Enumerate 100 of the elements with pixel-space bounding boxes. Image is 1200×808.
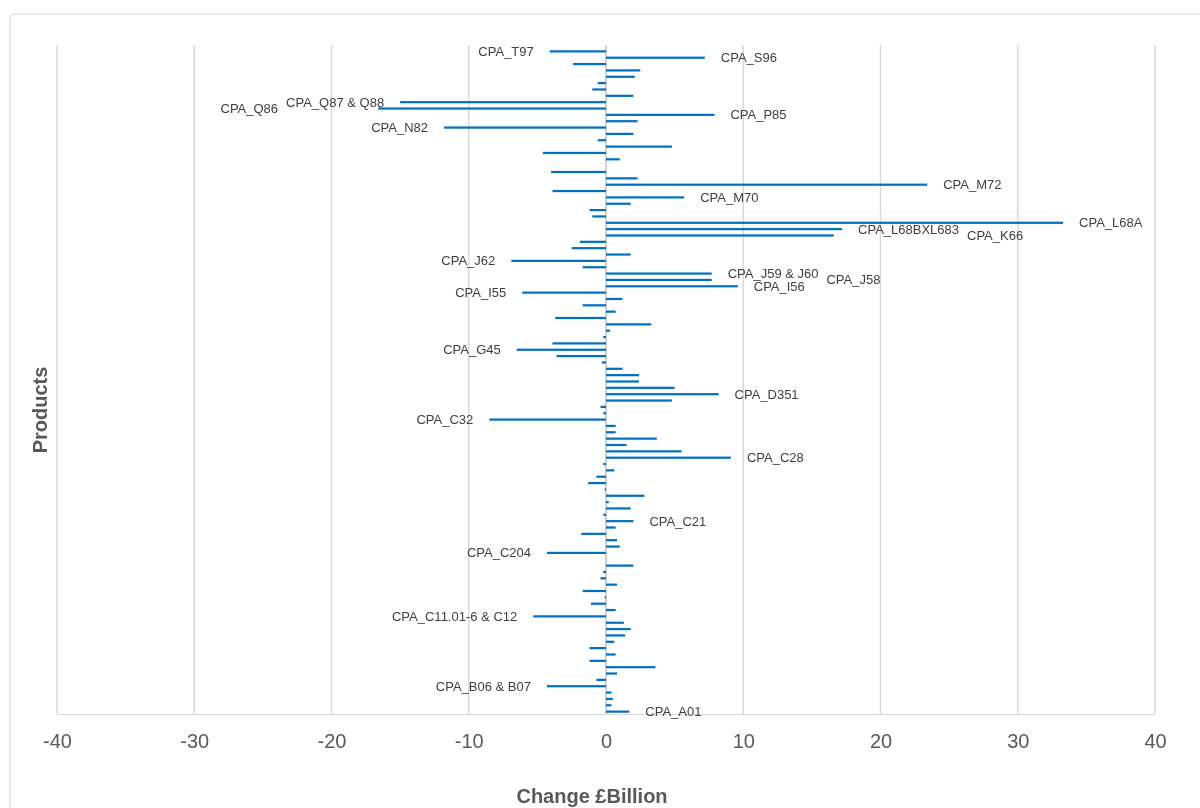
y-tick-label: CPA_L68A	[1079, 215, 1143, 231]
bar	[546, 685, 606, 688]
x-tick-label: -40	[43, 730, 72, 753]
x-tick-label: 40	[1144, 730, 1167, 753]
bar	[596, 475, 606, 478]
bar	[511, 259, 606, 262]
bar	[606, 443, 627, 447]
bar	[606, 120, 638, 123]
y-tick-label: CPA_D351	[734, 386, 799, 402]
y-tick-label: CPA_C32	[416, 412, 474, 428]
bar	[603, 462, 606, 466]
x-tick-label: -10	[454, 730, 484, 753]
y-tick-label: CPA_N82	[371, 120, 429, 136]
bar	[606, 202, 631, 205]
x-tick-label: -20	[317, 730, 347, 753]
bar	[606, 621, 624, 624]
bar	[606, 278, 712, 282]
bar	[606, 75, 635, 78]
bar	[592, 88, 606, 91]
bar	[606, 399, 672, 402]
bar	[489, 418, 606, 421]
y-tick-label: CPA_S96	[720, 50, 777, 66]
y-tick-label: CPA_G45	[443, 342, 501, 358]
bar	[606, 526, 616, 529]
bar	[606, 374, 639, 377]
x-tick-label: -30	[180, 730, 210, 753]
bar	[606, 196, 685, 199]
bar	[606, 627, 631, 631]
bar	[606, 253, 631, 256]
bar	[606, 393, 719, 396]
y-axis-title: Products	[29, 366, 51, 454]
bar	[588, 481, 606, 485]
bar	[606, 634, 626, 637]
y-tick-label: CPA_C11.01-6 & C12	[391, 608, 518, 624]
bar	[606, 145, 672, 148]
bar	[555, 316, 606, 320]
bar	[606, 697, 613, 701]
bar	[444, 126, 606, 129]
bar	[603, 412, 606, 415]
bar	[606, 672, 617, 675]
bar	[606, 583, 617, 586]
y-tick-label: CPA_M72	[943, 177, 1002, 193]
bar	[606, 386, 675, 389]
y-tick-label: CPA_M70	[700, 189, 759, 205]
bar	[606, 380, 639, 383]
bar	[603, 570, 606, 574]
bar	[552, 342, 606, 345]
bar	[546, 551, 606, 555]
bar	[606, 272, 712, 275]
bar	[606, 545, 620, 548]
bar	[606, 431, 616, 434]
bar	[606, 564, 634, 567]
y-tick-label: CPA_A01	[645, 704, 702, 720]
bar	[606, 69, 641, 72]
bar	[551, 170, 606, 174]
bar	[606, 228, 843, 231]
y-tick-label: CPA_P85	[730, 107, 787, 123]
bar	[581, 532, 606, 535]
bar	[606, 158, 620, 161]
y-tick-label: CPA_C21	[649, 513, 707, 529]
bar	[603, 335, 606, 339]
bar	[606, 177, 638, 180]
y-tick-label: CPA_C28	[746, 450, 804, 466]
bar	[542, 151, 606, 155]
bar	[606, 424, 616, 428]
bar	[579, 240, 606, 243]
bar	[516, 348, 606, 351]
bar	[573, 62, 606, 66]
bar	[552, 189, 606, 193]
bar	[606, 608, 616, 612]
bar	[522, 291, 606, 294]
x-tick-label: 0	[600, 730, 613, 753]
bar	[606, 501, 609, 504]
y-tick-label: CPA_Q86	[220, 101, 279, 117]
bar	[606, 539, 617, 542]
bar	[606, 183, 928, 186]
bar	[533, 615, 606, 618]
bar	[606, 437, 657, 440]
bar	[606, 507, 631, 510]
x-tick-label: 10	[732, 730, 755, 753]
y-tick-label: CPA_C204	[466, 545, 531, 561]
x-tick-label: 20	[869, 730, 893, 753]
bar	[606, 456, 731, 459]
x-axis-title: Change £Billion	[516, 785, 668, 807]
y-tick-label: CPA_J58	[826, 272, 881, 288]
bar	[549, 50, 606, 53]
y-tick-label: CPA_B06 & B07	[435, 678, 531, 694]
y-tick-label: CPA_T97	[478, 43, 534, 59]
y-tick-label: CPA_K66	[967, 228, 1024, 244]
bar	[400, 101, 606, 104]
bar	[603, 513, 606, 516]
bar	[601, 361, 606, 364]
bar	[596, 678, 606, 681]
bar	[606, 653, 616, 656]
bar	[606, 310, 616, 313]
y-tick-label: CPA_J62	[441, 253, 496, 269]
bar	[606, 221, 1064, 224]
x-tick-label: 30	[1007, 730, 1030, 753]
bar	[606, 234, 834, 237]
y-tick-label: CPA_Q87 & Q88	[286, 94, 385, 110]
